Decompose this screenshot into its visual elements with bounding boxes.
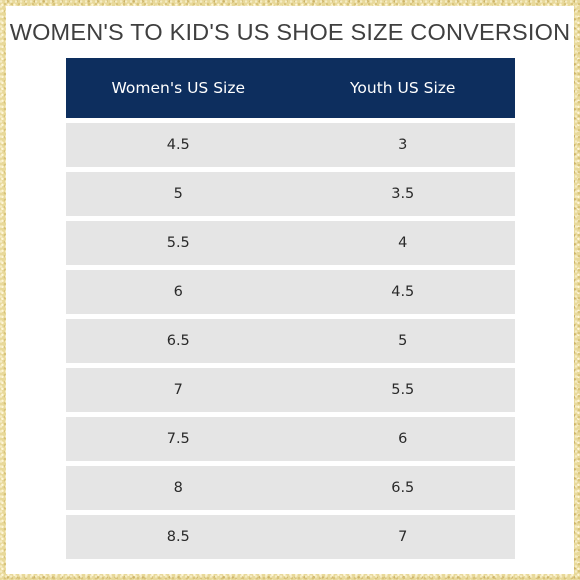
page-title: WOMEN'S TO KID'S US SHOE SIZE CONVERSION [9, 19, 571, 45]
table-row: 4.5 3 [66, 123, 515, 167]
table-row: 8.5 7 [66, 515, 515, 559]
table-row: 6.5 5 [66, 319, 515, 363]
womens-size-cell: 6 [66, 270, 291, 314]
conversion-card: WOMEN'S TO KID'S US SHOE SIZE CONVERSION… [6, 6, 574, 574]
womens-size-cell: 8 [66, 466, 291, 510]
table-row: 7.5 6 [66, 417, 515, 461]
womens-size-cell: 4.5 [66, 123, 291, 167]
youth-size-cell: 5 [290, 319, 515, 363]
column-header-youth-size: Youth US Size [290, 58, 515, 118]
table-row: 6 4.5 [66, 270, 515, 314]
youth-size-cell: 6.5 [290, 466, 515, 510]
womens-size-cell: 5 [66, 172, 291, 216]
womens-size-cell: 8.5 [66, 515, 291, 559]
womens-size-cell: 5.5 [66, 221, 291, 265]
column-header-womens-size: Women's US Size [66, 58, 291, 118]
table-row: 7 5.5 [66, 368, 515, 412]
youth-size-cell: 3.5 [290, 172, 515, 216]
youth-size-cell: 6 [290, 417, 515, 461]
womens-size-cell: 7 [66, 368, 291, 412]
size-conversion-table: Women's US Size Youth US Size 4.5 3 5 3.… [66, 58, 515, 564]
table-header-row: Women's US Size Youth US Size [66, 58, 515, 118]
table-row: 5.5 4 [66, 221, 515, 265]
womens-size-cell: 7.5 [66, 417, 291, 461]
youth-size-cell: 3 [290, 123, 515, 167]
womens-size-cell: 6.5 [66, 319, 291, 363]
table-row: 5 3.5 [66, 172, 515, 216]
youth-size-cell: 4.5 [290, 270, 515, 314]
table-row: 8 6.5 [66, 466, 515, 510]
youth-size-cell: 5.5 [290, 368, 515, 412]
youth-size-cell: 4 [290, 221, 515, 265]
youth-size-cell: 7 [290, 515, 515, 559]
